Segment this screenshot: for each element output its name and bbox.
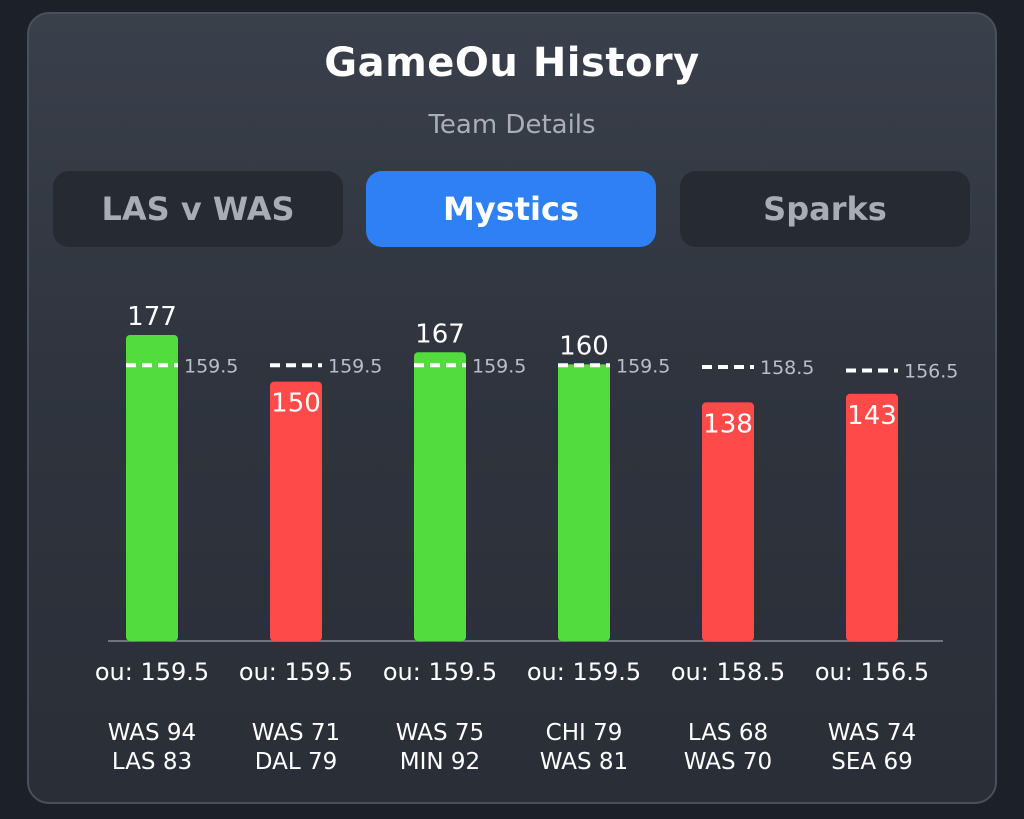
team-score-top-5: WAS 74 — [828, 720, 916, 746]
bar-4 — [702, 402, 754, 641]
tab-sparks[interactable]: Sparks — [680, 171, 970, 247]
bar-value-0: 177 — [127, 302, 177, 332]
ou-label-2: ou: 159.5 — [383, 658, 497, 686]
bar-0 — [126, 335, 178, 641]
team-score-top-0: WAS 94 — [108, 720, 196, 746]
team-score-top-1: WAS 71 — [252, 720, 340, 746]
ou-label-5: ou: 156.5 — [815, 658, 929, 686]
page-subtitle: Team Details — [428, 110, 596, 140]
team-score-bottom-5: SEA 69 — [831, 749, 912, 775]
ou-line-value-2: 159.5 — [472, 355, 526, 377]
bar-2 — [414, 352, 466, 641]
bar-value-5: 143 — [847, 401, 897, 431]
team-score-bottom-1: DAL 79 — [255, 749, 337, 775]
ou-label-0: ou: 159.5 — [95, 658, 209, 686]
bar-5 — [846, 393, 898, 641]
page-title: GameOu History — [324, 40, 700, 86]
ou-line-value-5: 156.5 — [904, 360, 958, 382]
history-card — [27, 12, 997, 804]
bar-value-3: 160 — [559, 331, 609, 361]
team-score-top-2: WAS 75 — [396, 720, 484, 746]
ou-line-value-1: 159.5 — [328, 355, 382, 377]
ou-line-value-3: 159.5 — [616, 355, 670, 377]
team-score-bottom-4: WAS 70 — [684, 749, 772, 775]
bar-value-4: 138 — [703, 409, 753, 439]
bar-value-1: 150 — [271, 389, 321, 419]
bar-value-2: 167 — [415, 319, 465, 349]
team-score-bottom-0: LAS 83 — [112, 749, 192, 775]
ou-line-value-0: 159.5 — [184, 355, 238, 377]
ou-label-1: ou: 159.5 — [239, 658, 353, 686]
team-score-top-3: CHI 79 — [546, 720, 623, 746]
team-score-bottom-3: WAS 81 — [540, 749, 628, 775]
tab-mystics[interactable]: Mystics — [366, 171, 656, 247]
ou-label-4: ou: 158.5 — [671, 658, 785, 686]
tab-las-v-was[interactable]: LAS v WAS — [53, 171, 343, 247]
ou-line-value-4: 158.5 — [760, 357, 814, 379]
team-score-bottom-2: MIN 92 — [400, 749, 480, 775]
team-score-top-4: LAS 68 — [688, 720, 768, 746]
ou-label-3: ou: 159.5 — [527, 658, 641, 686]
bar-3 — [558, 364, 610, 641]
bar-1 — [270, 381, 322, 641]
